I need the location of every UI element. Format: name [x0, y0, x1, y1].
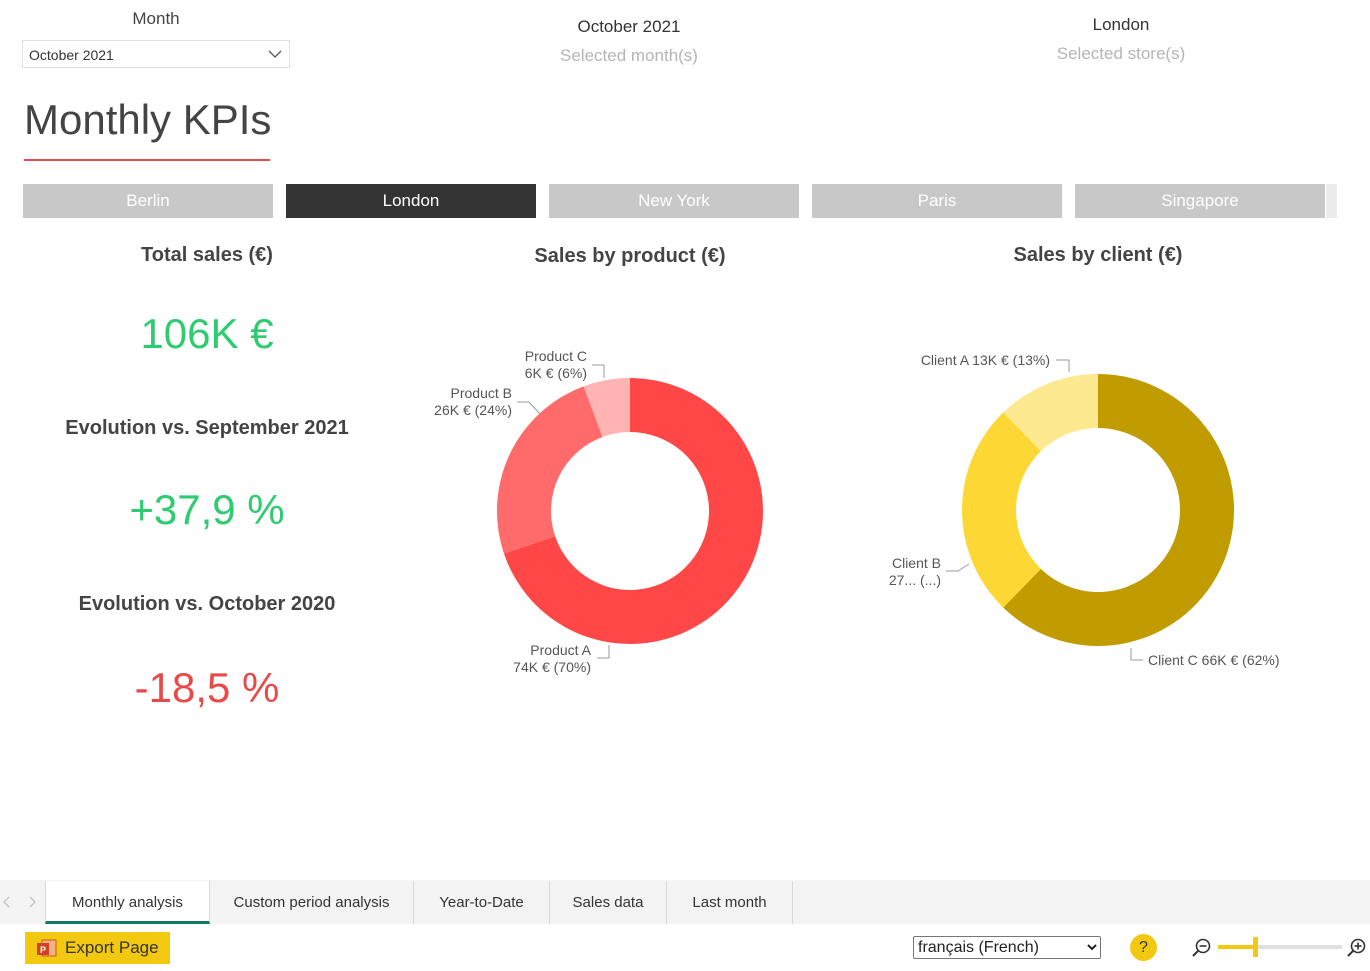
- sales-by-client-title: Sales by client (€): [1013, 244, 1183, 266]
- month-filter-label: Month: [132, 9, 180, 28]
- evolution-year-value: -18,5 %: [134, 664, 280, 711]
- product-a-label-detail: 74K € (70%): [513, 659, 591, 675]
- page-tab-monthly-analysis[interactable]: Monthly analysis: [45, 881, 210, 924]
- sales-by-product-donut[interactable]: [497, 378, 763, 644]
- product-b-leader-line: [517, 401, 541, 415]
- donut-slice-product-a[interactable]: [504, 378, 763, 644]
- total-sales-title: Total sales (€): [141, 244, 273, 266]
- client-c-leader-line: [1130, 648, 1143, 661]
- page-tab-sales-data[interactable]: Sales data: [550, 881, 667, 924]
- donut-charts: Product C 6K € (6%) Product B 26K € (24%…: [434, 348, 1280, 675]
- chevron-down-icon: [268, 50, 282, 58]
- store-tab-singapore[interactable]: Singapore: [1075, 184, 1325, 218]
- page-tab-last-month[interactable]: Last month: [667, 881, 793, 924]
- tab-scroll-left-icon[interactable]: [2, 896, 12, 908]
- evolution-year-title: Evolution vs. October 2020: [78, 593, 336, 615]
- export-page-button[interactable]: Export Page: [25, 932, 170, 964]
- evolution-month-title: Evolution vs. September 2021: [65, 417, 349, 439]
- page-tab-year-to-date[interactable]: Year-to-Date: [414, 881, 550, 924]
- donut-slice-client-a[interactable]: [1003, 374, 1098, 452]
- client-a-label: Client A 13K € (13%): [921, 352, 1050, 368]
- store-tabs-scroll-edge: [1326, 184, 1337, 218]
- selected-store-caption: Selected store(s): [1056, 44, 1186, 63]
- zoom-out-icon[interactable]: [1191, 937, 1213, 959]
- store-tab-paris[interactable]: Paris: [812, 184, 1062, 218]
- sales-by-client-donut[interactable]: [962, 374, 1234, 646]
- product-c-leader-line: [592, 364, 605, 378]
- page-tab-custom-period-analysis[interactable]: Custom period analysis: [210, 881, 414, 924]
- evolution-month-value: +37,9 %: [129, 486, 285, 533]
- month-dropdown[interactable]: October 2021: [22, 40, 290, 68]
- product-c-label-detail: 6K € (6%): [525, 365, 587, 381]
- client-a-leader-line: [1056, 359, 1070, 372]
- selected-month-value: October 2021: [577, 17, 681, 36]
- client-b-leader-line: [946, 563, 970, 572]
- svg-text:P: P: [40, 945, 46, 955]
- product-b-label-name: Product B: [451, 385, 512, 401]
- powerpoint-icon: P: [37, 939, 57, 957]
- donut-slice-product-c[interactable]: [583, 378, 630, 437]
- product-a-label-name: Product A: [530, 642, 591, 658]
- total-sales-value: 106K €: [140, 310, 274, 357]
- donut-slice-client-b[interactable]: [962, 412, 1041, 608]
- language-select[interactable]: français (French): [913, 936, 1101, 959]
- zoom-slider-fill: [1218, 945, 1255, 949]
- title-underline: [24, 159, 270, 161]
- product-c-label-name: Product C: [525, 348, 587, 364]
- sales-by-product-title: Sales by product (€): [534, 245, 726, 267]
- client-b-label-name: Client B: [892, 555, 941, 571]
- client-b-label-detail: 27... (...): [889, 572, 941, 588]
- store-tab-berlin[interactable]: Berlin: [23, 184, 273, 218]
- month-dropdown-value: October 2021: [29, 47, 114, 63]
- donut-slice-client-c[interactable]: [1003, 374, 1234, 646]
- export-page-label: Export Page: [65, 938, 159, 957]
- donut-slice-product-b[interactable]: [497, 386, 603, 554]
- store-tab-london[interactable]: London: [286, 184, 536, 218]
- zoom-slider-track[interactable]: [1218, 945, 1342, 949]
- selected-store-value: London: [1092, 15, 1150, 34]
- help-icon: ?: [1139, 939, 1148, 956]
- product-a-leader-line: [597, 645, 610, 659]
- zoom-slider-handle[interactable]: [1253, 937, 1258, 957]
- page-title: Monthly KPIs: [24, 96, 272, 143]
- tab-scroll-right-icon[interactable]: [27, 896, 37, 908]
- product-b-label-detail: 26K € (24%): [434, 402, 512, 418]
- client-c-label: Client C 66K € (62%): [1148, 652, 1280, 668]
- help-button[interactable]: ?: [1130, 934, 1157, 961]
- zoom-in-icon[interactable]: [1346, 937, 1368, 959]
- selected-month-caption: Selected month(s): [560, 46, 698, 65]
- page-tab-bar: [0, 880, 1370, 924]
- store-tab-new-york[interactable]: New York: [549, 184, 799, 218]
